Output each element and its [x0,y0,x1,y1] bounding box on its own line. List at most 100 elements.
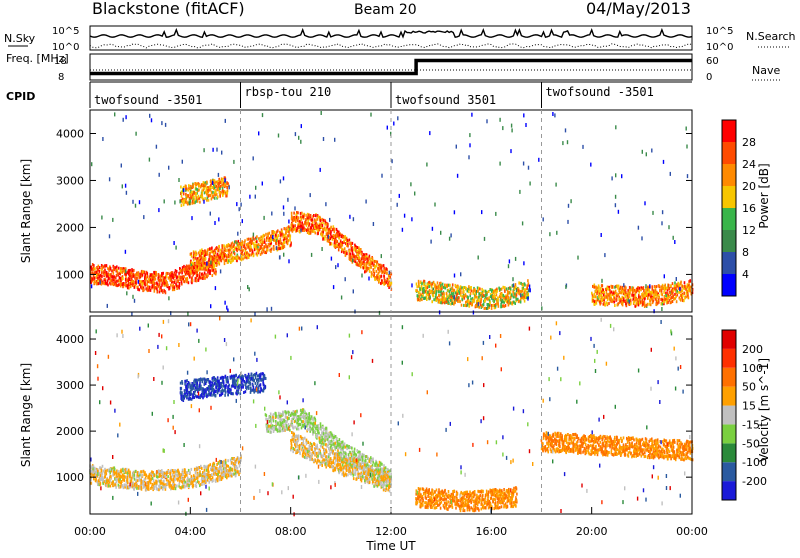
scatter-cell [421,298,423,301]
scatter-cell [469,302,471,305]
scatter-cell [510,302,512,305]
scatter-cell [215,286,216,290]
scatter-cell [502,126,503,130]
scatter-cell [140,470,142,473]
scatter-cell [207,274,209,277]
scatter-cell [197,279,199,282]
scatter-cell [192,271,194,274]
scatter-cell [217,473,219,476]
scatter-cell [625,295,627,298]
scatter-cell [225,184,227,187]
scatter-cell [201,192,203,195]
scatter-cell [466,300,468,303]
scatter-cell [662,210,663,214]
freq-left-tick-bottom: 8 [58,72,64,83]
scatter-cell [592,299,594,302]
scatter-cell [167,284,169,287]
scatter-cell [176,270,178,273]
scatter-cell [689,289,691,292]
scatter-cell [154,486,156,489]
scatter-cell [381,265,383,268]
scatter-cell [352,252,354,255]
scatter-cell [215,268,217,271]
scatter-cell [215,479,217,482]
scatter-cell [142,474,144,477]
scatter-cell [201,256,203,259]
scatter-cell [102,479,104,482]
scatter-cell [349,239,351,242]
scatter-cell [118,473,120,476]
scatter-cell [175,246,176,250]
scatter-cell [197,200,199,203]
scatter-cell [189,382,191,385]
scatter-cell [119,276,121,279]
scatter-cell [158,208,159,212]
scatter-cell [146,283,148,286]
scatter-cell [253,156,254,160]
scatter-cell [289,234,291,237]
scatter-cell [124,483,126,486]
scatter-cell [196,385,198,388]
scatter-cell [179,480,181,483]
scatter-cell [453,292,455,295]
scatter-cell [449,237,450,241]
scatter-cell [598,289,600,292]
scatter-cell [518,300,520,303]
scatter-cell [201,273,203,276]
scatter-cell [91,278,93,281]
scatter-cell [349,249,351,252]
scatter-cell [612,285,614,288]
scatter-cell [163,480,165,483]
scatter-cell [661,307,662,311]
scatter-cell [185,185,187,188]
scatter-cell [233,243,235,246]
scatter-cell [170,276,172,279]
scatter-cell [220,465,222,468]
scatter-cell [670,172,671,176]
scatter-cell [468,155,469,159]
scatter-cell [364,270,366,273]
scatter-cell [158,479,160,482]
scatter-cell [110,485,112,488]
scatter-cell [617,304,619,307]
scatter-cell [219,191,221,194]
scatter-cell [383,275,385,278]
scatter-cell [101,472,103,475]
scatter-cell [416,285,418,288]
scatter-cell [180,382,182,385]
scatter-cell [462,298,464,301]
scatter-cell [610,297,612,300]
scatter-cell [215,256,217,259]
scatter-cell [153,474,155,477]
scatter-cell [527,297,528,301]
scatter-cell [161,469,163,472]
scatter-cell [133,280,135,283]
scatter-cell [115,471,117,474]
scatter-cell [159,290,161,293]
scatter-cell [146,486,148,489]
scatter-cell [168,470,170,473]
noise-search-label: N.Search [746,30,796,43]
scatter-cell [515,257,516,261]
scatter-cell [168,277,170,280]
scatter-cell [170,476,172,479]
scatter-cell [618,210,619,214]
scatter-cell [181,395,183,398]
scatter-cell [389,271,390,275]
scatter-cell [125,250,126,254]
scatter-cell [653,299,655,302]
scatter-cell [591,292,593,295]
scatter-cell [640,288,642,291]
scatter-cell [493,300,495,303]
scatter-cell [188,184,190,187]
scatter-cell [204,469,206,472]
scatter-cell [302,227,304,230]
frequency-panel-frame [90,54,692,80]
scatter-cell [245,247,247,250]
scatter-cell [268,243,270,246]
scatter-cell [157,476,159,479]
scatter-cell [611,176,612,180]
scatter-cell [126,291,127,295]
scatter-cell [120,475,122,478]
scatter-cell [266,239,268,242]
